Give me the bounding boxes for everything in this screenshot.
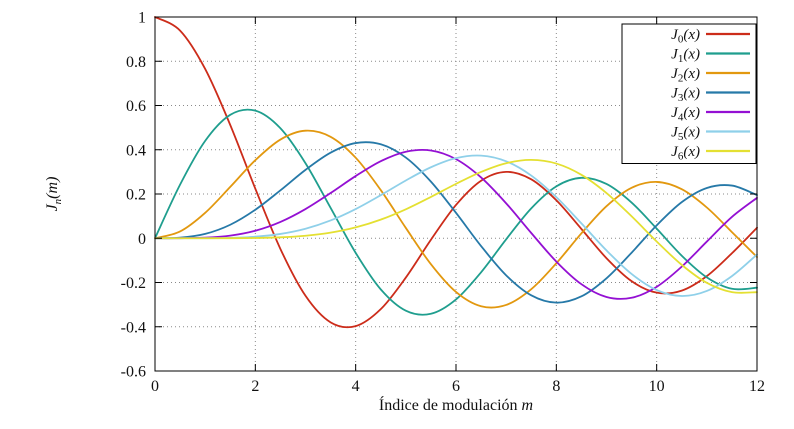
legend-label: J3(x) [671,86,700,105]
legend-border [621,23,757,164]
series-line-J2 [154,129,758,309]
x-tick-label: 2 [251,378,259,395]
legend-entry: J1(x) [671,47,750,66]
series-line-J5 [154,154,758,297]
legend-label: J2(x) [671,66,700,85]
legend-entry: J3(x) [671,86,750,105]
y-tick-label: 0.8 [126,54,146,71]
y-tick-label: 0 [138,231,146,248]
y-tick-label: -0.2 [121,275,146,292]
series-line-J0 [154,16,758,329]
y-tick-label: -0.4 [121,319,146,336]
legend-label: J1(x) [671,47,700,66]
x-tick-label: 4 [352,378,360,395]
legend-entry: J0(x) [671,27,750,46]
y-tick-label: -0.6 [121,364,146,381]
x-tick-label: 8 [552,378,560,395]
series-line-J1 [154,108,758,316]
legend-entry: J4(x) [671,105,750,124]
series-line-J3 [154,141,758,304]
series-line-J6 [154,159,758,294]
x-tick-label: 0 [151,378,159,395]
legend-label: J4(x) [671,105,700,124]
x-tick-label: 6 [452,378,460,395]
y-tick-label: 0.6 [126,98,146,115]
legend-label: J0(x) [671,27,700,46]
x-tick-label: 12 [749,378,765,395]
y-tick-label: 1 [138,10,146,27]
y-tick-label: 0.4 [126,142,146,159]
legend-label: J6(x) [671,144,700,163]
legend-entry: J6(x) [671,144,750,163]
legend-box: J0(x)J1(x)J2(x)J3(x)J4(x)J5(x)J6(x) [621,23,757,164]
x-tick-label: 10 [649,378,665,395]
series-line-J4 [154,148,758,300]
legend-entry: J2(x) [671,66,750,85]
legend-label: J5(x) [671,125,700,144]
y-axis-label: Jn(m) [44,177,64,212]
x-axis-label: Índice de modulación m [379,395,533,414]
legend-entry: J5(x) [671,125,750,144]
y-tick-label: 0.2 [126,187,146,204]
